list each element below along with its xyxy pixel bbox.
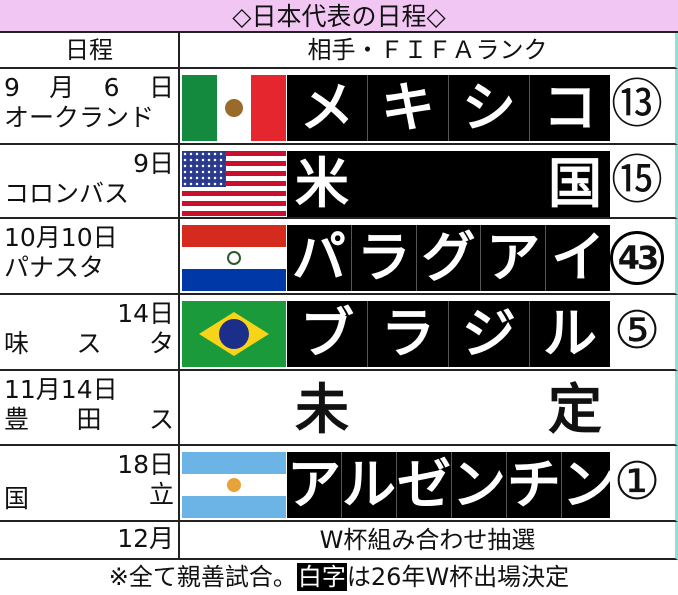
- match-schedule: 9日 コロンバス: [0, 145, 180, 217]
- match-opponent: パラグアイ 43: [180, 219, 675, 293]
- match-schedule: 14日味スタ: [0, 295, 180, 369]
- match-row: 9 月 6 日オークランドメキシコ ⑬: [0, 69, 678, 145]
- usa-flag: [182, 151, 286, 217]
- fifa-rank: 43: [610, 231, 664, 285]
- rank-value: ⑬: [610, 75, 663, 135]
- name-char: パ: [291, 226, 346, 289]
- match-venue: 豊田ス: [4, 405, 174, 434]
- name-char: ル: [341, 452, 396, 518]
- match-opponent: 未定: [180, 371, 675, 444]
- match-row: 14日味スタブラジル ⑤: [0, 295, 678, 371]
- match-venue: オークランド: [4, 103, 155, 132]
- name-char: ン: [561, 452, 616, 518]
- header-opponent: 相手・ＦＩＦＡランク: [307, 36, 548, 64]
- match-schedule: 9 月 6 日オークランド: [0, 69, 180, 143]
- name-char: ジ: [448, 301, 529, 367]
- footnote-highlight: 白字: [296, 563, 347, 591]
- match-date: 14日: [117, 299, 174, 328]
- match-date: 10月10日: [4, 223, 118, 252]
- rank-value: ⑮: [610, 151, 663, 211]
- name-char: 米: [295, 152, 349, 215]
- brazil-flag: [182, 301, 286, 367]
- rank-value: ⑤: [613, 301, 661, 361]
- opponent-name: ブラジル: [287, 301, 610, 367]
- fifa-rank: ⑤: [610, 305, 664, 361]
- paraguay-flag: [182, 225, 286, 291]
- match-venue: コロンバス: [4, 179, 130, 208]
- name-char: ラ: [350, 225, 416, 291]
- tbd-char: 未: [295, 378, 349, 441]
- match-schedule: 国 18日立: [0, 446, 180, 520]
- footnote-text: ※全て親善試合。: [108, 563, 297, 591]
- opponent-tbd: 未定: [287, 377, 610, 443]
- match-row: 9日 コロンバス米国 ⑮: [0, 145, 678, 219]
- opponent-name: メキシコ: [287, 75, 610, 141]
- name-char: シ: [448, 75, 529, 141]
- venue-part: 国: [4, 484, 30, 513]
- match-row: 10月10日 パナスタパラグアイ 43: [0, 219, 678, 295]
- match-date: 18日: [117, 450, 174, 479]
- opponent-name: アルゼンチン: [287, 452, 616, 518]
- match-row: 国 18日立アルゼンチン ①: [0, 446, 678, 522]
- header-date: 日程: [0, 33, 180, 67]
- argentina-flag: [182, 452, 286, 518]
- draw-date: 12月: [0, 522, 180, 558]
- rank-value: ①: [613, 452, 661, 512]
- fifa-rank: ⑬: [610, 79, 664, 135]
- draw-event: W杯組み合わせ抽選: [319, 526, 536, 554]
- name-char: ゼ: [396, 452, 451, 518]
- match-date: 11月14日: [4, 375, 118, 404]
- name-char: チ: [506, 452, 561, 518]
- name-char: コ: [529, 75, 610, 141]
- rank-value: 43: [617, 239, 659, 277]
- name-char: イ: [545, 225, 610, 291]
- draw-row: 12月 W杯組み合わせ抽選: [0, 522, 678, 560]
- name-char: 国: [548, 152, 602, 215]
- name-char: ブ: [300, 302, 354, 365]
- name-char: メ: [300, 76, 354, 139]
- opponent-name: パラグアイ: [287, 225, 610, 291]
- match-row: 11月14日豊田ス未定: [0, 371, 678, 446]
- match-schedule: 11月14日豊田ス: [0, 371, 180, 444]
- table-title: ◇日本代表の日程◇: [0, 0, 678, 33]
- name-char: ア: [480, 225, 545, 291]
- name-char: ン: [451, 452, 506, 518]
- venue-part: 立: [148, 480, 174, 509]
- footnote-text-2: は26年W杯出場決定: [346, 563, 570, 591]
- tbd-char: 定: [548, 378, 602, 441]
- header-row: 日程 相手・ＦＩＦＡランク: [0, 33, 678, 69]
- name-char: ル: [529, 301, 610, 367]
- name-char: ア: [287, 453, 341, 516]
- fifa-rank: ⑮: [610, 155, 664, 211]
- name-char: グ: [415, 225, 481, 291]
- name-char: キ: [367, 75, 448, 141]
- mexico-flag: [182, 75, 286, 141]
- fifa-rank: ①: [610, 456, 664, 512]
- match-venue: 味スタ: [4, 329, 174, 358]
- footnote: ※全て親善試合。白字は26年W杯出場決定: [0, 560, 678, 595]
- match-date: 9日: [133, 149, 174, 178]
- match-schedule: 10月10日 パナスタ: [0, 219, 180, 293]
- name-char: ラ: [367, 301, 448, 367]
- opponent-name: 米国: [287, 151, 610, 217]
- match-venue: パナスタ: [4, 253, 105, 282]
